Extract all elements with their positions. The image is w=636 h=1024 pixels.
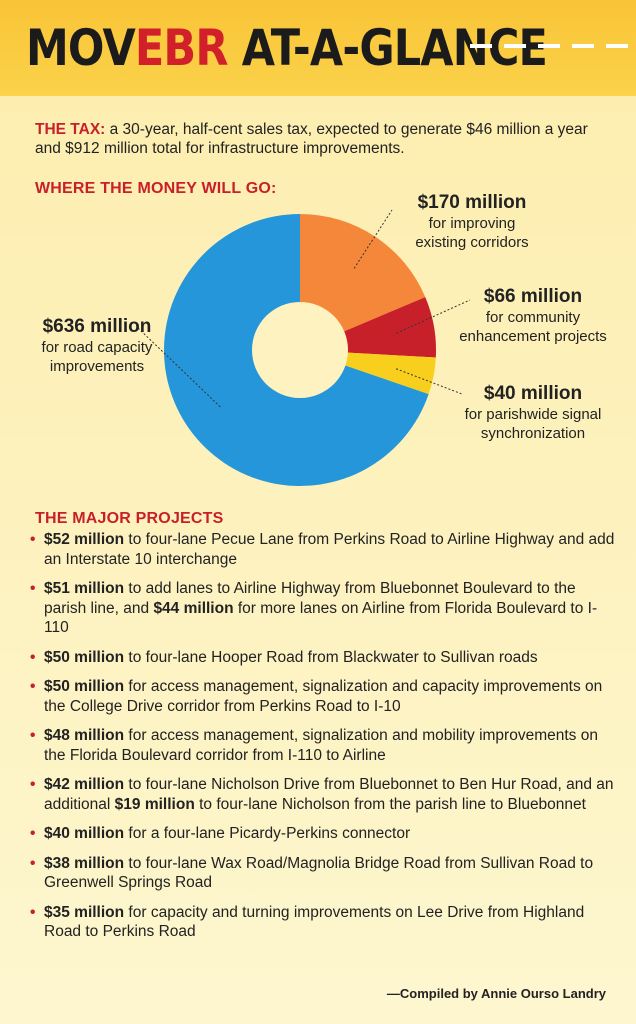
callout-signal-label: for parishwide signal synchronization bbox=[464, 406, 602, 442]
project-bullet: • bbox=[30, 531, 36, 548]
project-text: for access management, signalization and… bbox=[44, 727, 598, 764]
project-amount: $19 million bbox=[114, 795, 195, 813]
title-part-glance: AT-A-GLANCE bbox=[227, 19, 548, 77]
project-text: to four-lane Nicholson Drive from Bluebo… bbox=[44, 776, 614, 813]
project-amount: $40 million bbox=[44, 825, 125, 842]
project-bullet: • bbox=[30, 854, 36, 872]
page-title: MOVEBR AT-A-GLANCE bbox=[26, 18, 548, 78]
callout-signal-amount: $40 million bbox=[483, 383, 583, 404]
callout-capacity-amount: $636 million bbox=[42, 316, 152, 337]
project-bullet: • bbox=[30, 727, 36, 744]
projects-heading: THE MAJOR PROJECTS bbox=[35, 510, 224, 527]
project-bullet: • bbox=[30, 776, 36, 793]
leader-community bbox=[396, 299, 471, 334]
project-amount: $51 million bbox=[44, 580, 125, 597]
project-amount: $42 million bbox=[44, 776, 125, 793]
leader-capacity bbox=[137, 327, 221, 408]
project-item: • $38 million to four-lane Wax Road/Magno… bbox=[28, 854, 618, 893]
project-bullet: • bbox=[30, 580, 36, 597]
road-dashes-decoration bbox=[470, 44, 636, 48]
project-item: • $35 million for capacity and turning im… bbox=[28, 903, 618, 942]
project-bullet: • bbox=[30, 825, 36, 842]
project-item: • $48 million for access management, sign… bbox=[28, 726, 618, 765]
callout-corridors-amount: $170 million bbox=[417, 192, 527, 213]
project-text: to four-lane Pecue Lane from Perkins Roa… bbox=[44, 531, 615, 568]
pie-center-hole bbox=[252, 302, 348, 398]
callout-corridors: $170 million for improving existing corr… bbox=[382, 192, 562, 252]
project-item: • $50 million for access management, sign… bbox=[28, 677, 618, 716]
callout-corridors-label: for improving existing corridors bbox=[415, 215, 529, 251]
project-text: to four-lane Hooper Road from Blackwater… bbox=[124, 648, 538, 666]
project-bullet: • bbox=[30, 903, 36, 921]
money-heading: WHERE THE MONEY WILL GO: bbox=[35, 180, 277, 197]
project-amount: $44 million bbox=[153, 599, 234, 617]
tax-text: a 30-year, half-cent sales tax, expected… bbox=[35, 121, 588, 157]
header-banner: MOVEBR AT-A-GLANCE bbox=[0, 0, 636, 96]
project-amount: $48 million bbox=[44, 727, 125, 744]
project-item: • $50 million to four-lane Hooper Road fr… bbox=[28, 648, 618, 668]
projects-list: • $52 million to four-lane Pecue Lane fro… bbox=[28, 530, 618, 952]
project-text: for a four-lane Picardy-Perkins connecto… bbox=[124, 825, 411, 842]
callout-community-label: for community enhancement projects bbox=[459, 309, 607, 345]
project-text: for more lanes on Airline from Florida B… bbox=[44, 599, 598, 637]
callout-community: $66 million for community enhancement pr… bbox=[438, 286, 628, 346]
project-item: • $51 million to add lanes to Airline Hig… bbox=[28, 579, 618, 638]
credit-line: —Compiled by Annie Ourso Landry bbox=[386, 986, 606, 1001]
project-bullet: • bbox=[30, 678, 36, 695]
project-amount: $50 million bbox=[44, 678, 125, 695]
callout-community-amount: $66 million bbox=[483, 286, 583, 307]
project-item: • $42 million to four-lane Nicholson Driv… bbox=[28, 775, 618, 814]
tax-summary: THE TAX: a 30-year, half-cent sales tax,… bbox=[35, 120, 615, 158]
project-amount: $35 million bbox=[44, 903, 125, 921]
tax-label: THE TAX: bbox=[35, 121, 106, 138]
project-text: for access management, signalization and… bbox=[44, 678, 603, 715]
project-amount: $38 million bbox=[44, 854, 125, 872]
project-text: to add lanes to Airline Highway from Blu… bbox=[44, 580, 576, 617]
project-item: • $52 million to four-lane Pecue Lane fro… bbox=[28, 530, 618, 569]
project-bullet: • bbox=[30, 648, 36, 666]
callout-capacity-label: for road capacity improvements bbox=[41, 339, 153, 375]
project-text: to four-lane Wax Road/Magnolia Bridge Ro… bbox=[44, 854, 594, 892]
money-pie-chart bbox=[137, 209, 471, 486]
project-amount: $52 million bbox=[44, 531, 125, 548]
project-text: for capacity and turning improvements on… bbox=[44, 903, 585, 941]
project-text: to four-lane Nicholson from the parish l… bbox=[194, 795, 586, 813]
callout-signal: $40 million for parishwide signal synchr… bbox=[438, 383, 628, 443]
callout-capacity: $636 million for road capacity improveme… bbox=[12, 316, 182, 376]
title-part-ebr: EBR bbox=[134, 19, 229, 77]
project-amount: $50 million bbox=[44, 648, 125, 666]
project-item: • $40 million for a four-lane Picardy-Per… bbox=[28, 824, 618, 844]
title-part-mov: MOV bbox=[26, 19, 136, 77]
